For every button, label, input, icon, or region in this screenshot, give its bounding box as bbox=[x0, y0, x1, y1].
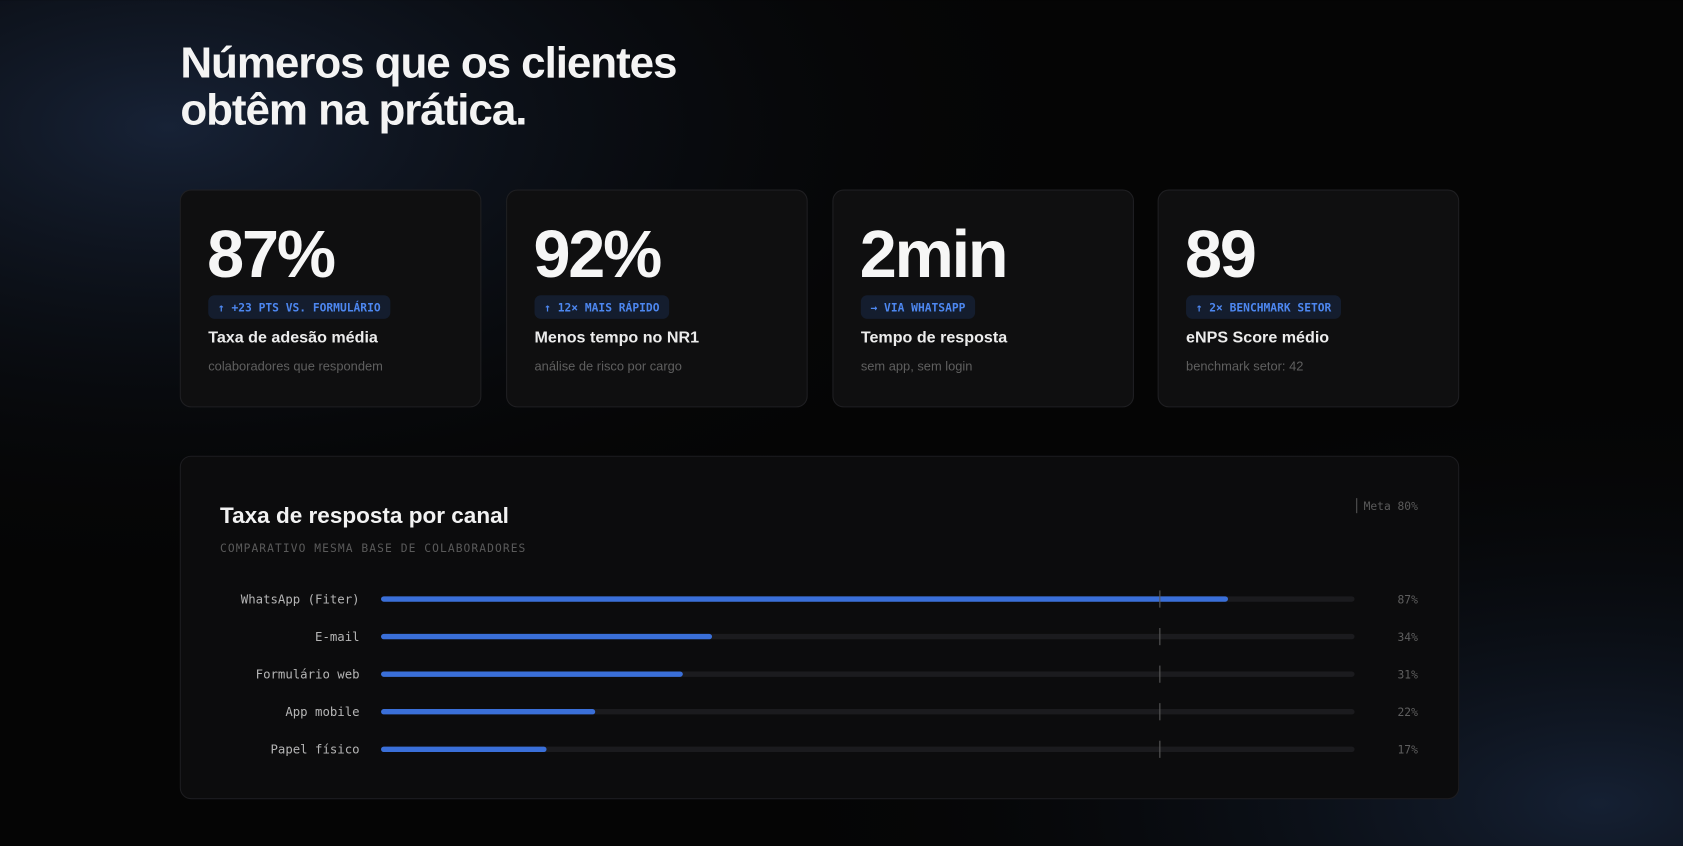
stat-badge-background bbox=[860, 295, 976, 319]
stat-label: Tempo de resposta bbox=[861, 328, 1008, 346]
stat-value: 2min bbox=[860, 218, 1007, 292]
card-background bbox=[832, 189, 1134, 408]
bar-track bbox=[381, 746, 1355, 752]
bar-chart: WhatsApp (Fiter) 87% E-mail 34% Formulário w… bbox=[241, 590, 1419, 758]
stat-badge-background bbox=[534, 295, 670, 319]
target-label: Meta 80% bbox=[1364, 500, 1418, 513]
category-label: Papel físico bbox=[270, 743, 359, 757]
stat-badge-background bbox=[1186, 295, 1342, 319]
category-label: Formulário web bbox=[256, 667, 360, 681]
bar bbox=[381, 746, 547, 752]
bar bbox=[381, 596, 1228, 602]
bar-track bbox=[381, 709, 1355, 715]
stat-label: Taxa de adesão média bbox=[208, 328, 379, 346]
stat-card: 87% ↑ +23 PTS VS. FORMULÁRIO Taxa de adesã… bbox=[179, 189, 482, 408]
bar bbox=[381, 633, 713, 640]
stat-note: benchmark setor: 42 bbox=[1186, 358, 1303, 373]
stat-badge: ↑ 12× MAIS RÁPIDO bbox=[544, 301, 660, 314]
stat-card: 92% ↑ 12× MAIS RÁPIDO Menos tempo no NR1 an… bbox=[506, 189, 808, 408]
value-label: 34% bbox=[1398, 631, 1419, 644]
stat-note: colaboradores que respondem bbox=[208, 358, 383, 373]
section-title: obtêm na prática. bbox=[180, 86, 526, 135]
stat-cards: 87% ↑ +23 PTS VS. FORMULÁRIO Taxa de adesã… bbox=[179, 189, 1460, 408]
chart-title: Taxa de resposta por canal bbox=[220, 503, 509, 528]
section-title: Números que os clientes bbox=[180, 38, 676, 87]
category-label: WhatsApp (Fiter) bbox=[241, 592, 360, 606]
stat-value: 87% bbox=[207, 218, 335, 292]
stat-badge: ↑ 2× BENCHMARK SETOR bbox=[1196, 301, 1332, 314]
stat-label: Menos tempo no NR1 bbox=[535, 328, 700, 346]
stat-value: 89 bbox=[1185, 218, 1255, 292]
value-label: 87% bbox=[1398, 593, 1419, 606]
value-label: 22% bbox=[1398, 706, 1419, 719]
stat-badge: → VIA WHATSAPP bbox=[870, 301, 965, 314]
category-label: E-mail bbox=[315, 630, 360, 644]
stat-label: eNPS Score médio bbox=[1186, 328, 1329, 346]
stat-card: 2min → VIA WHATSAPP Tempo de resposta sem a… bbox=[832, 189, 1134, 408]
bar bbox=[381, 671, 683, 677]
stat-card: 89 ↑ 2× BENCHMARK SETOR eNPS Score médio be… bbox=[1157, 189, 1460, 408]
stat-value: 92% bbox=[533, 218, 661, 292]
value-label: 31% bbox=[1398, 668, 1419, 681]
stat-badge-background bbox=[208, 295, 391, 319]
stat-note: análise de risco por cargo bbox=[535, 358, 682, 373]
category-label: App mobile bbox=[285, 705, 359, 719]
chart-subtitle: COMPARATIVO MESMA BASE DE COLABORADORES bbox=[220, 542, 526, 555]
stat-badge: ↑ +23 PTS VS. FORMULÁRIO bbox=[218, 301, 381, 314]
stat-note: sem app, sem login bbox=[861, 358, 973, 373]
bar bbox=[381, 709, 596, 715]
value-label: 17% bbox=[1398, 744, 1419, 757]
